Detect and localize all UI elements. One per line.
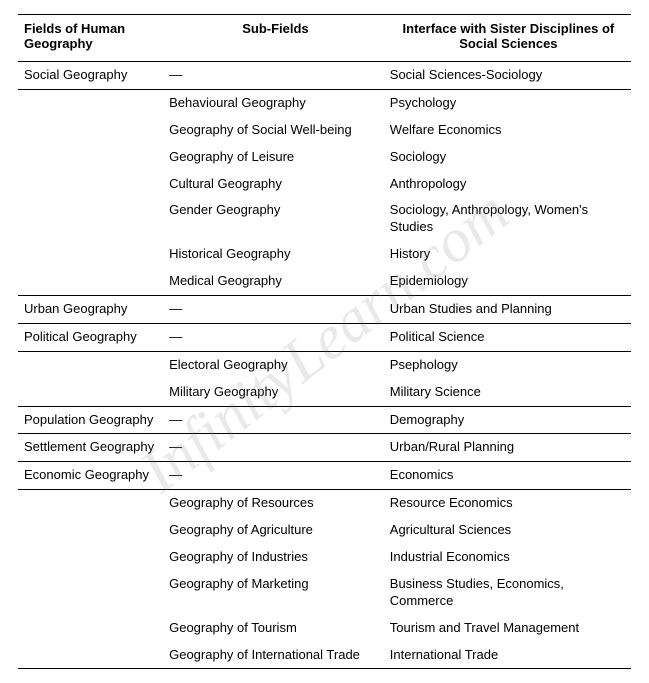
table-row: Historical GeographyHistory [18, 241, 631, 268]
cell-interface: Agricultural Sciences [386, 517, 631, 544]
table-row: Electoral GeographyPsephology [18, 351, 631, 378]
cell-field [18, 642, 165, 669]
cell-field [18, 117, 165, 144]
cell-interface: Sociology [386, 144, 631, 171]
cell-field [18, 490, 165, 517]
cell-interface: Tourism and Travel Management [386, 615, 631, 642]
cell-field [18, 544, 165, 571]
cell-subfield: Geography of Social Well-being [165, 117, 386, 144]
cell-subfield: — [165, 296, 386, 324]
col-header-subfields: Sub-Fields [165, 15, 386, 62]
cell-field: Political Geography [18, 323, 165, 351]
cell-field [18, 379, 165, 406]
table-row: Geography of MarketingBusiness Studies, … [18, 571, 631, 615]
cell-field: Population Geography [18, 406, 165, 434]
cell-interface: Demography [386, 406, 631, 434]
cell-interface: History [386, 241, 631, 268]
cell-subfield: — [165, 323, 386, 351]
cell-field [18, 144, 165, 171]
cell-interface: Urban/Rural Planning [386, 434, 631, 462]
col-header-interface: Interface with Sister Disciplines of Soc… [386, 15, 631, 62]
cell-interface: International Trade [386, 642, 631, 669]
col-header-fields: Fields of Human Geography [18, 15, 165, 62]
cell-field [18, 197, 165, 241]
table-row: Economic Geography—Economics [18, 462, 631, 490]
cell-subfield: Military Geography [165, 379, 386, 406]
cell-field [18, 351, 165, 378]
cell-subfield: Geography of International Trade [165, 642, 386, 669]
cell-field: Settlement Geography [18, 434, 165, 462]
cell-subfield: Geography of Marketing [165, 571, 386, 615]
cell-interface: Psephology [386, 351, 631, 378]
cell-interface: Epidemiology [386, 268, 631, 295]
table-row: Geography of LeisureSociology [18, 144, 631, 171]
cell-interface: Industrial Economics [386, 544, 631, 571]
cell-subfield: — [165, 406, 386, 434]
table-row: Geography of AgricultureAgricultural Sci… [18, 517, 631, 544]
table-row: Geography of Social Well-beingWelfare Ec… [18, 117, 631, 144]
cell-subfield: Geography of Agriculture [165, 517, 386, 544]
cell-interface: Urban Studies and Planning [386, 296, 631, 324]
cell-subfield: Geography of Industries [165, 544, 386, 571]
cell-interface: Anthropology [386, 171, 631, 198]
table-row: Gender GeographySociology, Anthropology,… [18, 197, 631, 241]
cell-subfield: — [165, 462, 386, 490]
cell-subfield: — [165, 434, 386, 462]
cell-interface: Sociology, Anthropology, Women's Studies [386, 197, 631, 241]
cell-field [18, 517, 165, 544]
cell-field [18, 571, 165, 615]
table-header-row: Fields of Human Geography Sub-Fields Int… [18, 15, 631, 62]
cell-subfield: Geography of Tourism [165, 615, 386, 642]
table-row: Medical GeographyEpidemiology [18, 268, 631, 295]
cell-subfield: — [165, 62, 386, 90]
table-row: Population Geography—Demography [18, 406, 631, 434]
cell-interface: Psychology [386, 89, 631, 116]
table-row: Social Geography—Social Sciences-Sociolo… [18, 62, 631, 90]
cell-interface: Political Science [386, 323, 631, 351]
table-row: Behavioural GeographyPsychology [18, 89, 631, 116]
table-row: Urban Geography—Urban Studies and Planni… [18, 296, 631, 324]
cell-field [18, 615, 165, 642]
cell-subfield: Medical Geography [165, 268, 386, 295]
cell-subfield: Behavioural Geography [165, 89, 386, 116]
cell-interface: Resource Economics [386, 490, 631, 517]
cell-field [18, 89, 165, 116]
table-row: Political Geography—Political Science [18, 323, 631, 351]
table-row: Geography of IndustriesIndustrial Econom… [18, 544, 631, 571]
cell-field: Urban Geography [18, 296, 165, 324]
cell-interface: Business Studies, Economics, Commerce [386, 571, 631, 615]
cell-interface: Welfare Economics [386, 117, 631, 144]
table-row: Geography of ResourcesResource Economics [18, 490, 631, 517]
cell-interface: Social Sciences-Sociology [386, 62, 631, 90]
human-geography-table: Fields of Human Geography Sub-Fields Int… [18, 14, 631, 669]
cell-field [18, 268, 165, 295]
table-row: Settlement Geography—Urban/Rural Plannin… [18, 434, 631, 462]
table-row: Geography of International TradeInternat… [18, 642, 631, 669]
cell-subfield: Geography of Resources [165, 490, 386, 517]
cell-subfield: Cultural Geography [165, 171, 386, 198]
cell-subfield: Electoral Geography [165, 351, 386, 378]
cell-field: Social Geography [18, 62, 165, 90]
cell-interface: Economics [386, 462, 631, 490]
cell-subfield: Gender Geography [165, 197, 386, 241]
cell-interface: Military Science [386, 379, 631, 406]
table-row: Geography of TourismTourism and Travel M… [18, 615, 631, 642]
table-row: Military GeographyMilitary Science [18, 379, 631, 406]
table-row: Cultural GeographyAnthropology [18, 171, 631, 198]
cell-field [18, 171, 165, 198]
cell-field [18, 241, 165, 268]
cell-subfield: Historical Geography [165, 241, 386, 268]
cell-field: Economic Geography [18, 462, 165, 490]
cell-subfield: Geography of Leisure [165, 144, 386, 171]
